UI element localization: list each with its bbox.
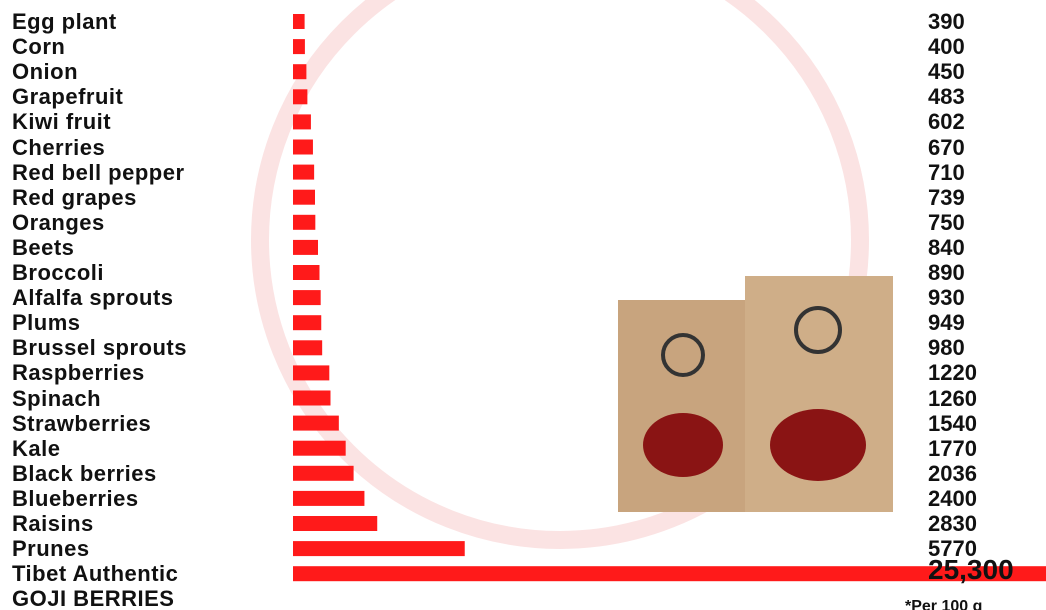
category-label: Beets (12, 234, 75, 260)
category-label: Oranges (12, 209, 105, 235)
watermark (251, 0, 869, 549)
goji-packages (618, 276, 893, 512)
bar (293, 114, 311, 130)
value-label: 1540 (928, 410, 977, 436)
value-label: 390 (928, 9, 965, 34)
bar (293, 14, 305, 29)
category-label: Onion (12, 59, 79, 85)
value-label: 1220 (928, 360, 977, 386)
category-label: Alfalfa sprouts (12, 285, 174, 311)
category-label: Prunes (12, 536, 90, 562)
berries (770, 409, 866, 481)
value-label: 930 (928, 285, 965, 311)
category-label: Blueberries (12, 485, 139, 511)
bar (293, 265, 320, 280)
value-label: 949 (928, 310, 965, 336)
bar (293, 365, 330, 381)
bar (293, 541, 465, 557)
note: *Per 100 g (905, 598, 983, 610)
category-label: Tibet Authentic GOJI BERRIES (12, 561, 179, 610)
category-label: Kale (12, 435, 61, 461)
bar (293, 239, 319, 255)
bar (293, 89, 308, 105)
category-label: Spinach (12, 385, 102, 411)
bar (293, 164, 315, 180)
package (618, 300, 748, 512)
category-label: Grapefruit (12, 84, 124, 110)
category-label: Brussel sprouts (12, 335, 187, 361)
value-label: 980 (928, 335, 965, 361)
category-label: Black berries (12, 460, 157, 486)
category-label: Kiwi fruit (12, 109, 112, 135)
value-label: 890 (928, 260, 965, 285)
value-label: 1770 (928, 435, 977, 461)
logo (661, 333, 705, 377)
bar (293, 340, 323, 356)
bar (293, 415, 339, 431)
category-label: Cherries (12, 134, 106, 160)
bar (293, 139, 313, 155)
category-label: Raspberries (12, 360, 145, 386)
bar (293, 465, 354, 481)
value-label: 483 (928, 84, 965, 110)
value-label: 602 (928, 109, 965, 135)
bar (293, 440, 346, 456)
category-label: Red bell pepper (12, 159, 185, 185)
category-label: Plums (12, 310, 81, 336)
logo (794, 306, 842, 354)
value-label: 2400 (928, 485, 977, 511)
value-label: 739 (928, 184, 965, 210)
value-label: 2036 (928, 460, 977, 486)
category-label: Egg plant (12, 9, 117, 34)
value-label: 5770 (928, 536, 977, 562)
bar (293, 390, 331, 406)
berries (643, 413, 723, 477)
bar (293, 290, 321, 306)
bar (293, 214, 316, 230)
bar (293, 490, 365, 506)
category-label: Strawberries (12, 410, 152, 436)
value-label: 2830 (928, 511, 977, 536)
bar (293, 64, 307, 80)
bar (293, 516, 378, 531)
value-label: 25,300 (928, 554, 1014, 586)
bar (293, 566, 1046, 582)
value-label: 1260 (928, 385, 977, 411)
value-label: 400 (928, 34, 965, 60)
bar (293, 315, 322, 331)
category-label: Corn (12, 34, 66, 60)
value-label: 450 (928, 59, 965, 85)
value-label: 670 (928, 134, 965, 160)
category-label: Broccoli (12, 260, 105, 285)
bar (293, 189, 315, 205)
value-label: 840 (928, 234, 965, 260)
category-label: Raisins (12, 511, 94, 536)
value-label: 710 (928, 159, 965, 185)
category-label: Red grapes (12, 184, 137, 210)
bar (293, 39, 305, 55)
value-label: 750 (928, 209, 965, 235)
